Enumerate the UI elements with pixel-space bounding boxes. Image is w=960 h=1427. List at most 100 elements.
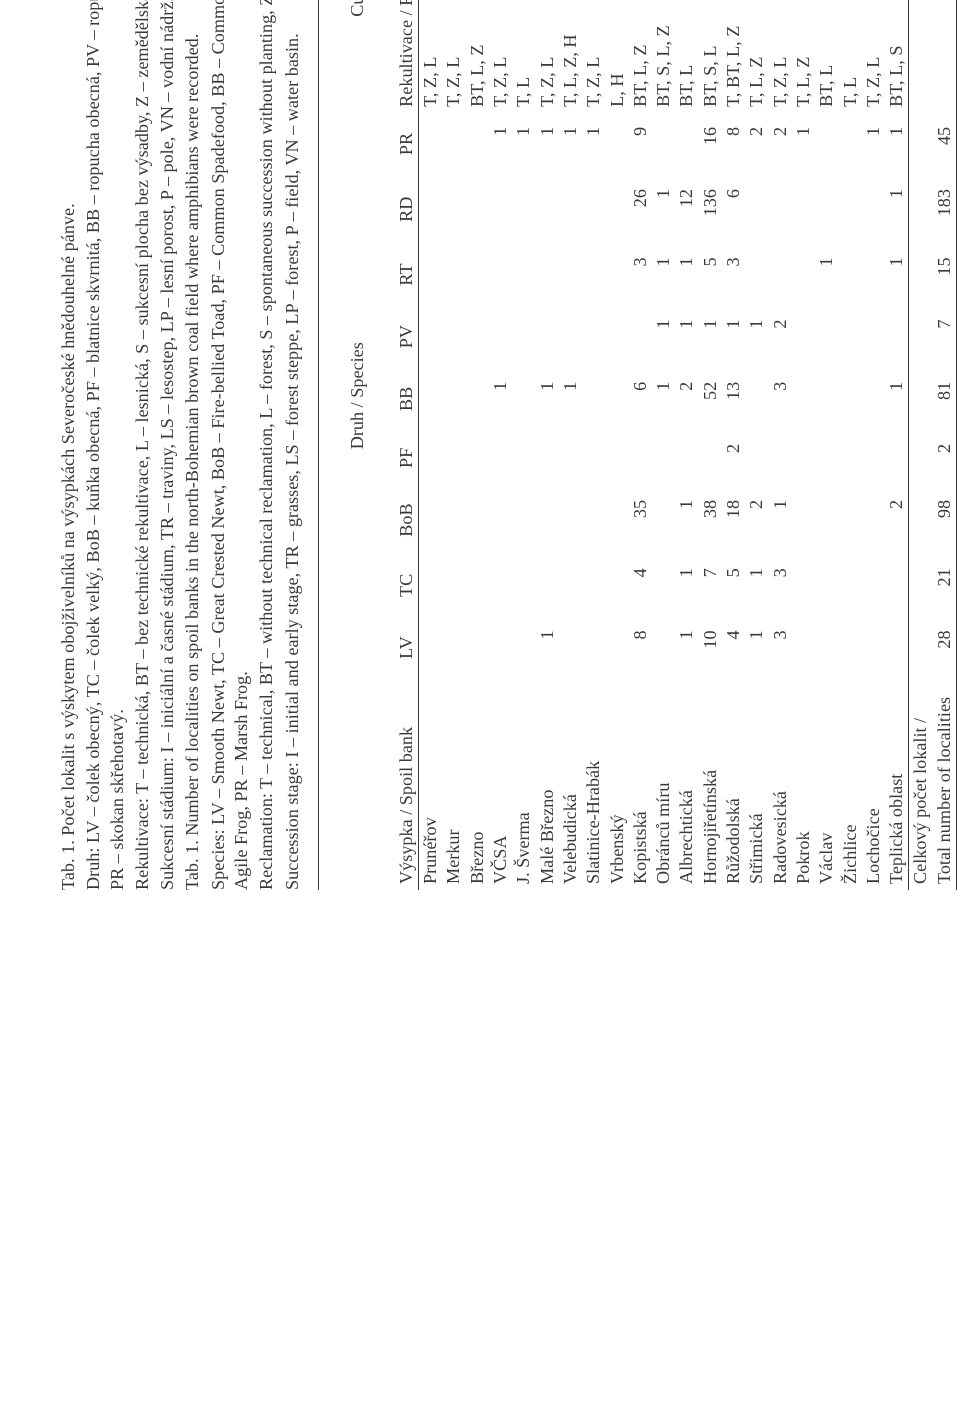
row-name: Albrechtická <box>675 679 698 890</box>
cell-bob <box>489 486 512 554</box>
cell-tc: 5 <box>722 554 745 616</box>
cell-tc <box>652 554 675 616</box>
cell-pv <box>606 306 629 368</box>
cell-reclamation: T, BT, L, Z <box>722 0 745 113</box>
cell-pv <box>512 306 535 368</box>
cell-reclamation: T, L, Z <box>792 0 815 113</box>
cell-tc: 4 <box>629 554 652 616</box>
cell-reclamation: T, L, Z <box>745 0 768 113</box>
cell-rt: 1 <box>652 243 675 305</box>
cell-bob <box>839 486 862 554</box>
cell-tc <box>862 554 885 616</box>
cell-pr: 2 <box>745 113 768 175</box>
table-row: BřeznoBT, L, ZLP, P <box>466 0 489 890</box>
caption-line: Species: LV – Smooth Newt, TC – Great Cr… <box>207 0 254 890</box>
cell-tc: 1 <box>745 554 768 616</box>
row-name: Obránců míru <box>652 679 675 890</box>
cell-bb <box>815 368 838 430</box>
row-name: Velebudická <box>559 679 582 890</box>
cell-pv <box>582 306 605 368</box>
cell-reclamation: T, Z, L <box>442 0 465 113</box>
cell-pf <box>419 430 443 486</box>
cell-pf <box>839 430 862 486</box>
cell-rd <box>815 175 838 243</box>
cell-pr: 9 <box>629 113 652 175</box>
table-row: Pokrok1T, L, ZP, LP <box>792 0 815 890</box>
col-bb: BB <box>372 368 419 430</box>
cell-reclamation: L, H <box>606 0 629 113</box>
cell-tc <box>582 554 605 616</box>
row-name: Březno <box>466 679 489 890</box>
cell-pr <box>839 113 862 175</box>
cell-lv: 1 <box>536 616 559 678</box>
table-row: Albrechtická11121112BT, LLS, LP <box>675 0 698 890</box>
group-header-state-l1: Současný stav většiny území výsypky / <box>324 0 344 1</box>
cell-rt <box>839 243 862 305</box>
row-name: Hornojiřetínská <box>699 679 722 890</box>
cell-pr <box>606 113 629 175</box>
cell-lv <box>862 616 885 678</box>
cell-rd <box>606 175 629 243</box>
cell-bob <box>536 486 559 554</box>
cell-rd <box>839 175 862 243</box>
cell-lv <box>606 616 629 678</box>
cell-bb <box>442 368 465 430</box>
cell-lv <box>489 616 512 678</box>
cell-pv <box>559 306 582 368</box>
cell-pv: 1 <box>652 306 675 368</box>
cell-pf <box>512 430 535 486</box>
cell-rd: 6 <box>722 175 745 243</box>
cell-rt <box>419 243 443 305</box>
cell-reclamation: T, Z, L <box>536 0 559 113</box>
cell-rt <box>745 243 768 305</box>
table-row: VrbenskýL, HLP, VN <box>606 0 629 890</box>
cell-rd: 1 <box>885 175 909 243</box>
table-row: Kopistská843563269BT, L, ZLP, TR <box>629 0 652 890</box>
cell-reclamation: BT, L, Z <box>629 0 652 113</box>
cell-pr <box>442 113 465 175</box>
cell-reclamation: BT, L <box>675 0 698 113</box>
cell-tc: 1 <box>675 554 698 616</box>
total-bb: 81 <box>909 368 957 430</box>
cell-bob: 18 <box>722 486 745 554</box>
cell-pr: 1 <box>559 113 582 175</box>
cell-pv <box>536 306 559 368</box>
cell-pr <box>466 113 489 175</box>
cell-rt <box>792 243 815 305</box>
table-row: PrunéřovT, Z, LLP, P <box>419 0 443 890</box>
cell-rd <box>582 175 605 243</box>
cell-bb: 1 <box>652 368 675 430</box>
cell-pf <box>606 430 629 486</box>
table-row: ŽichliceT, LP, LP <box>839 0 862 890</box>
col-rt: RT <box>372 243 419 305</box>
cell-pr <box>675 113 698 175</box>
cell-tc <box>885 554 909 616</box>
cell-rd <box>745 175 768 243</box>
cell-bb <box>466 368 489 430</box>
cell-lv <box>559 616 582 678</box>
total-pv: 7 <box>909 306 957 368</box>
cell-tc <box>559 554 582 616</box>
cell-pr: 1 <box>792 113 815 175</box>
cell-reclamation: T, Z, L <box>769 0 792 113</box>
cell-bb <box>419 368 443 430</box>
col-spoil: Výsypka / Spoil bank <box>372 679 419 890</box>
cell-reclamation: T, L <box>512 0 535 113</box>
table-row: Střimická11212T, L, ZLP, TR <box>745 0 768 890</box>
cell-rt <box>559 243 582 305</box>
row-name: Merkur <box>442 679 465 890</box>
table-row: Radovesická331322T, Z, LLP, TR <box>769 0 792 890</box>
table-row: Slatinice-Hrabák1T, Z, LLP, P <box>582 0 605 890</box>
caption-line: Succession stage: I – initial and early … <box>281 0 304 890</box>
total-tc: 21 <box>909 554 957 616</box>
cell-bob: 35 <box>629 486 652 554</box>
cell-rd <box>442 175 465 243</box>
table-row: Václav1BT, LLP <box>815 0 838 890</box>
cell-rt <box>862 243 885 305</box>
cell-rt: 3 <box>629 243 652 305</box>
cell-rt: 1 <box>675 243 698 305</box>
cell-rt <box>466 243 489 305</box>
col-bob: BoB <box>372 486 419 554</box>
cell-tc <box>466 554 489 616</box>
cell-pf <box>559 430 582 486</box>
